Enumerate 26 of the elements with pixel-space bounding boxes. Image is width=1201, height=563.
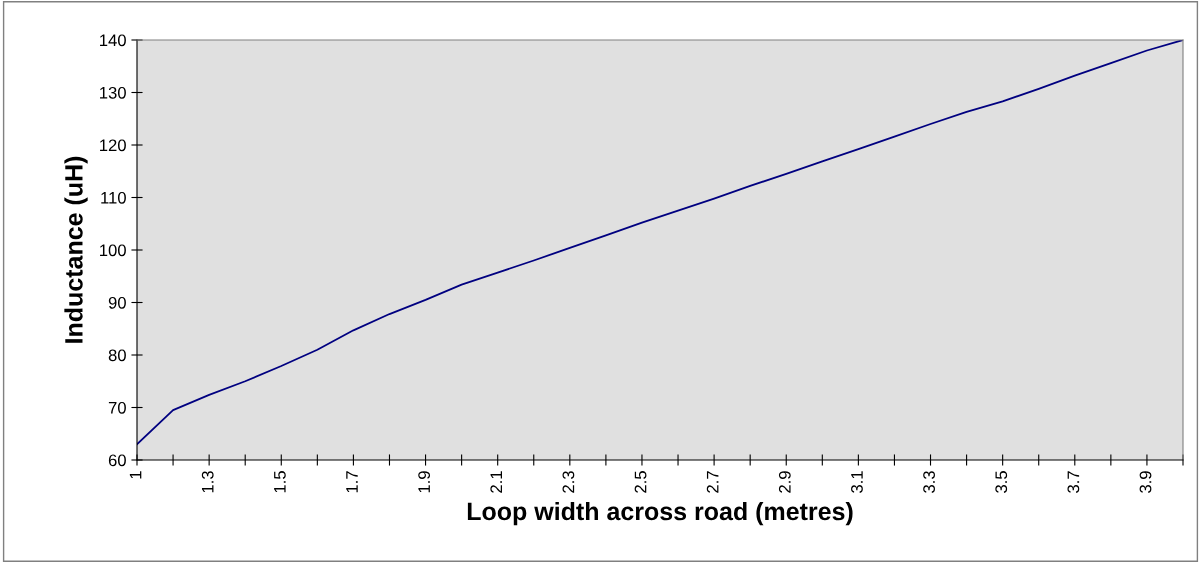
x-tick-label: 1	[129, 471, 142, 479]
x-tick-label: 3.7	[1067, 471, 1080, 493]
x-tick-label: 2.1	[490, 471, 502, 493]
x-tick-label: 2.9	[778, 471, 791, 493]
y-tick-label: 60	[108, 454, 126, 467]
x-tick-label: 1.5	[274, 471, 286, 493]
y-tick-label: 110	[101, 191, 126, 204]
x-tick-label: 3.1	[851, 471, 863, 493]
x-tick-label: 1.9	[418, 471, 431, 493]
x-tick-label: 3.3	[923, 471, 935, 493]
y-tick-label: 120	[100, 139, 126, 152]
x-tick-label: 2.7	[706, 471, 719, 493]
x-axis-title: Loop width across road (metres)	[467, 501, 853, 526]
y-tick-label: 70	[108, 401, 126, 414]
x-tick-label: 1.3	[201, 471, 214, 493]
y-axis-title: Inductance (uH)	[64, 156, 88, 343]
y-tick-label: 130	[100, 86, 126, 99]
x-tick-label: 3.5	[995, 471, 1008, 493]
x-tick-label: 3.9	[1139, 471, 1152, 493]
y-tick-label: 90	[108, 296, 126, 309]
y-tick-label: 140	[100, 34, 126, 47]
x-tick-label: 1.7	[346, 471, 358, 493]
y-tick-label: 100	[100, 244, 126, 257]
y-tick-label: 80	[108, 349, 126, 362]
x-tick-label: 2.5	[634, 471, 647, 493]
x-tick-label: 2.3	[562, 471, 575, 493]
